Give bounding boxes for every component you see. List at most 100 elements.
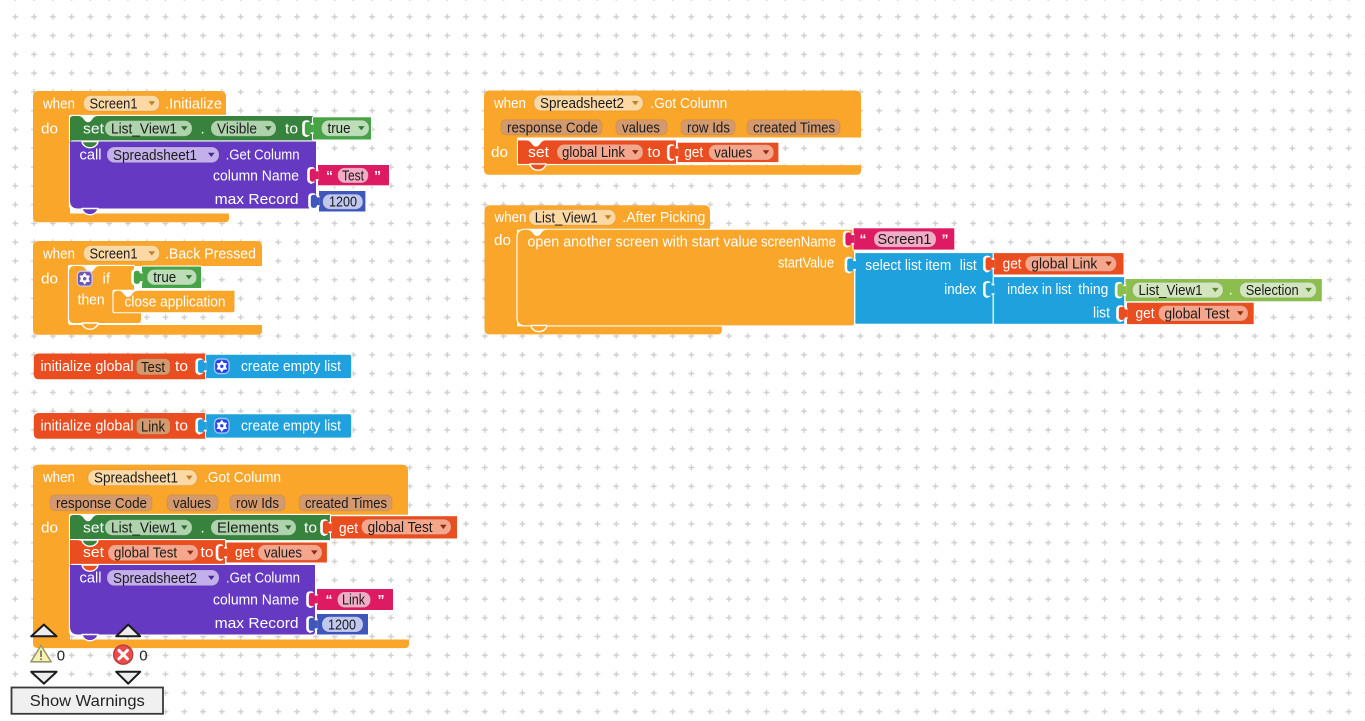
svg-text:Show Warnings: Show Warnings bbox=[30, 693, 145, 710]
svg-text:true: true bbox=[328, 120, 351, 137]
svg-text:create empty list: create empty list bbox=[241, 358, 342, 375]
svg-text:response Code: response Code bbox=[507, 119, 598, 136]
svg-text:response Code: response Code bbox=[56, 495, 147, 512]
svg-text:global Link: global Link bbox=[1031, 256, 1097, 273]
svg-text:column Name: column Name bbox=[213, 592, 299, 609]
svg-text:.After Picking: .After Picking bbox=[622, 209, 705, 226]
svg-text:values: values bbox=[714, 144, 752, 161]
svg-text:set: set bbox=[528, 144, 550, 161]
svg-text:List_View1: List_View1 bbox=[111, 120, 177, 137]
svg-text:index in list: index in list bbox=[1007, 281, 1072, 298]
svg-text:global Test: global Test bbox=[114, 545, 178, 562]
svg-text:“: “ bbox=[326, 592, 333, 608]
svg-text:row Ids: row Ids bbox=[687, 119, 730, 136]
svg-text:.: . bbox=[201, 520, 205, 537]
svg-text:List_View1: List_View1 bbox=[111, 520, 177, 537]
svg-text:Screen1: Screen1 bbox=[90, 95, 138, 112]
svg-text:to: to bbox=[648, 144, 661, 161]
svg-text:startValue: startValue bbox=[778, 255, 834, 272]
svg-text:if: if bbox=[103, 271, 111, 288]
svg-text:created Times: created Times bbox=[753, 119, 835, 136]
svg-text:“: “ bbox=[860, 231, 867, 247]
svg-text:do: do bbox=[491, 144, 508, 161]
svg-text:1200: 1200 bbox=[329, 194, 357, 211]
svg-text:Spreadsheet1: Spreadsheet1 bbox=[94, 470, 178, 487]
svg-text:get: get bbox=[235, 544, 255, 561]
svg-text:call: call bbox=[80, 147, 102, 164]
svg-text:Screen1: Screen1 bbox=[90, 245, 138, 262]
svg-text:values: values bbox=[264, 545, 302, 562]
svg-text:do: do bbox=[494, 232, 511, 249]
svg-text:close application: close application bbox=[125, 293, 226, 310]
svg-text:values: values bbox=[622, 119, 660, 136]
svg-text:1200: 1200 bbox=[328, 616, 356, 633]
svg-text:do: do bbox=[41, 519, 58, 536]
svg-text:Spreadsheet2: Spreadsheet2 bbox=[113, 570, 197, 587]
svg-text:.Get Column: .Get Column bbox=[226, 570, 300, 587]
svg-text:”: ” bbox=[378, 592, 385, 608]
svg-text:when: when bbox=[42, 469, 75, 486]
svg-text:when: when bbox=[493, 95, 526, 112]
svg-text:.Get Column: .Get Column bbox=[226, 147, 300, 164]
svg-text:Link: Link bbox=[141, 418, 165, 435]
svg-text:set: set bbox=[83, 544, 105, 561]
svg-text:“: “ bbox=[326, 167, 333, 183]
svg-text:Test: Test bbox=[342, 167, 365, 184]
svg-text:index: index bbox=[944, 281, 976, 298]
svg-text:”: ” bbox=[374, 167, 381, 183]
svg-text:thing: thing bbox=[1078, 281, 1108, 298]
svg-text:Spreadsheet1: Spreadsheet1 bbox=[113, 147, 197, 164]
svg-text:column Name: column Name bbox=[213, 168, 299, 185]
svg-text:when: when bbox=[42, 246, 75, 263]
svg-text:get: get bbox=[1003, 255, 1023, 272]
svg-text:get: get bbox=[684, 144, 704, 161]
svg-text:to: to bbox=[201, 544, 214, 561]
svg-text:max Record: max Record bbox=[215, 615, 299, 632]
svg-text:create empty list: create empty list bbox=[241, 418, 342, 435]
svg-text:true: true bbox=[153, 269, 176, 286]
svg-text:global Test: global Test bbox=[1165, 305, 1231, 322]
svg-text:then: then bbox=[78, 292, 105, 309]
svg-text:list: list bbox=[1093, 305, 1111, 322]
svg-text:initialize global: initialize global bbox=[41, 418, 134, 435]
svg-text:call: call bbox=[80, 570, 102, 587]
svg-text:Elements: Elements bbox=[217, 520, 279, 537]
svg-text:global Test: global Test bbox=[368, 519, 434, 536]
svg-text:do: do bbox=[41, 271, 58, 288]
svg-text:Spreadsheet2: Spreadsheet2 bbox=[540, 95, 624, 112]
svg-text:.: . bbox=[201, 121, 205, 138]
svg-text:to: to bbox=[175, 418, 188, 435]
svg-text:list: list bbox=[960, 257, 978, 274]
svg-text:to: to bbox=[175, 358, 188, 375]
svg-text:global Link: global Link bbox=[562, 144, 625, 161]
svg-text:.Initialize: .Initialize bbox=[165, 96, 222, 113]
svg-text:get: get bbox=[339, 520, 359, 537]
svg-text:get: get bbox=[1136, 305, 1156, 322]
svg-text:when: when bbox=[494, 209, 527, 226]
svg-text:”: ” bbox=[942, 231, 949, 247]
svg-text:Screen1: Screen1 bbox=[878, 231, 932, 248]
svg-text:Link: Link bbox=[342, 592, 365, 609]
svg-text:max Record: max Record bbox=[215, 191, 299, 208]
svg-text:.Back Pressed: .Back Pressed bbox=[165, 246, 256, 263]
svg-text:open another screen with start: open another screen with start value bbox=[528, 233, 758, 250]
svg-text:set: set bbox=[83, 121, 105, 138]
svg-text:initialize global: initialize global bbox=[41, 358, 134, 375]
svg-text:do: do bbox=[41, 120, 58, 137]
svg-text:.: . bbox=[1229, 282, 1233, 299]
svg-text:set: set bbox=[83, 520, 105, 537]
svg-text:.Got Column: .Got Column bbox=[204, 469, 281, 486]
svg-text:to: to bbox=[304, 520, 317, 537]
svg-text:created Times: created Times bbox=[305, 495, 387, 512]
svg-text:when: when bbox=[42, 96, 75, 113]
svg-text:select list item: select list item bbox=[865, 257, 951, 274]
svg-text:Visible: Visible bbox=[217, 120, 257, 137]
svg-text:screenName: screenName bbox=[761, 233, 836, 250]
svg-text:to: to bbox=[285, 121, 298, 138]
svg-text:List_View1: List_View1 bbox=[535, 209, 598, 226]
svg-text:row Ids: row Ids bbox=[236, 495, 279, 512]
svg-text:0: 0 bbox=[57, 648, 65, 665]
svg-text:Test: Test bbox=[141, 359, 166, 376]
svg-text:values: values bbox=[173, 495, 211, 512]
svg-text:List_View1: List_View1 bbox=[1139, 282, 1203, 299]
